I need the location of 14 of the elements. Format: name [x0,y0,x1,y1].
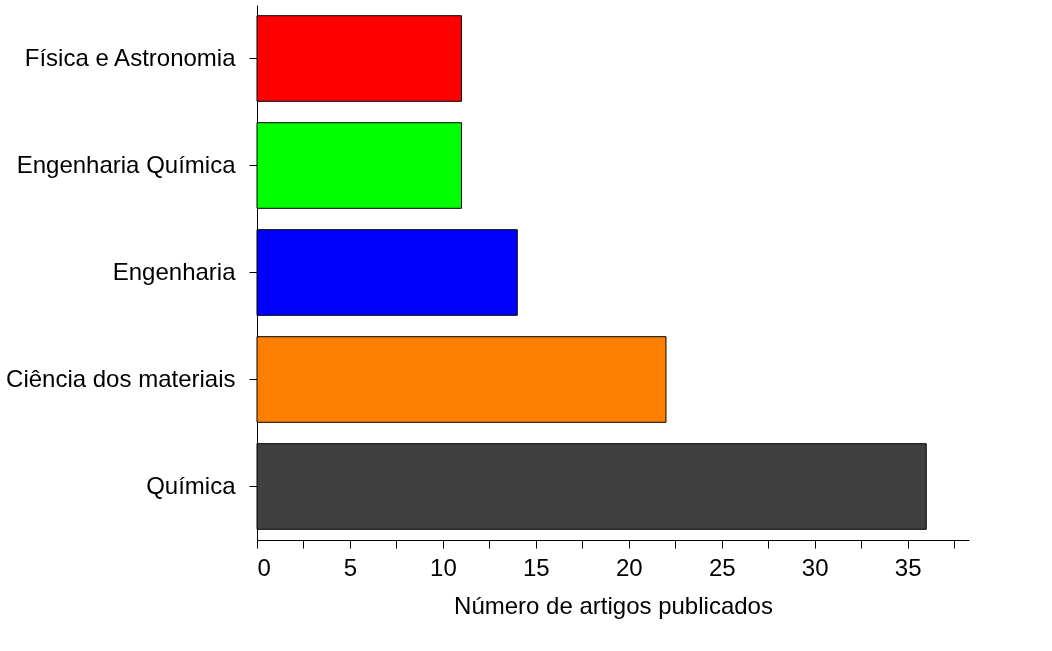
x-tick-label: 15 [523,553,550,581]
x-axis-title: Número de artigos publicados [454,591,773,619]
y-tick-label: Engenharia Química [16,150,237,178]
x-tick-label: 30 [801,553,829,581]
x-tick-label: 10 [430,553,457,581]
y-tick-label: Física e Astronomia [24,43,237,71]
y-tick-label: Ciência dos materiais [6,364,236,392]
y-tick-label: Química [146,471,237,499]
x-tick-label: 25 [708,553,736,581]
x-tick-label: 20 [615,553,643,581]
y-tick-label: Engenharia [112,257,237,285]
x-tick-label: 5 [343,553,358,581]
x-tick-label: 0 [257,553,271,581]
x-tick-label: 35 [894,553,922,581]
